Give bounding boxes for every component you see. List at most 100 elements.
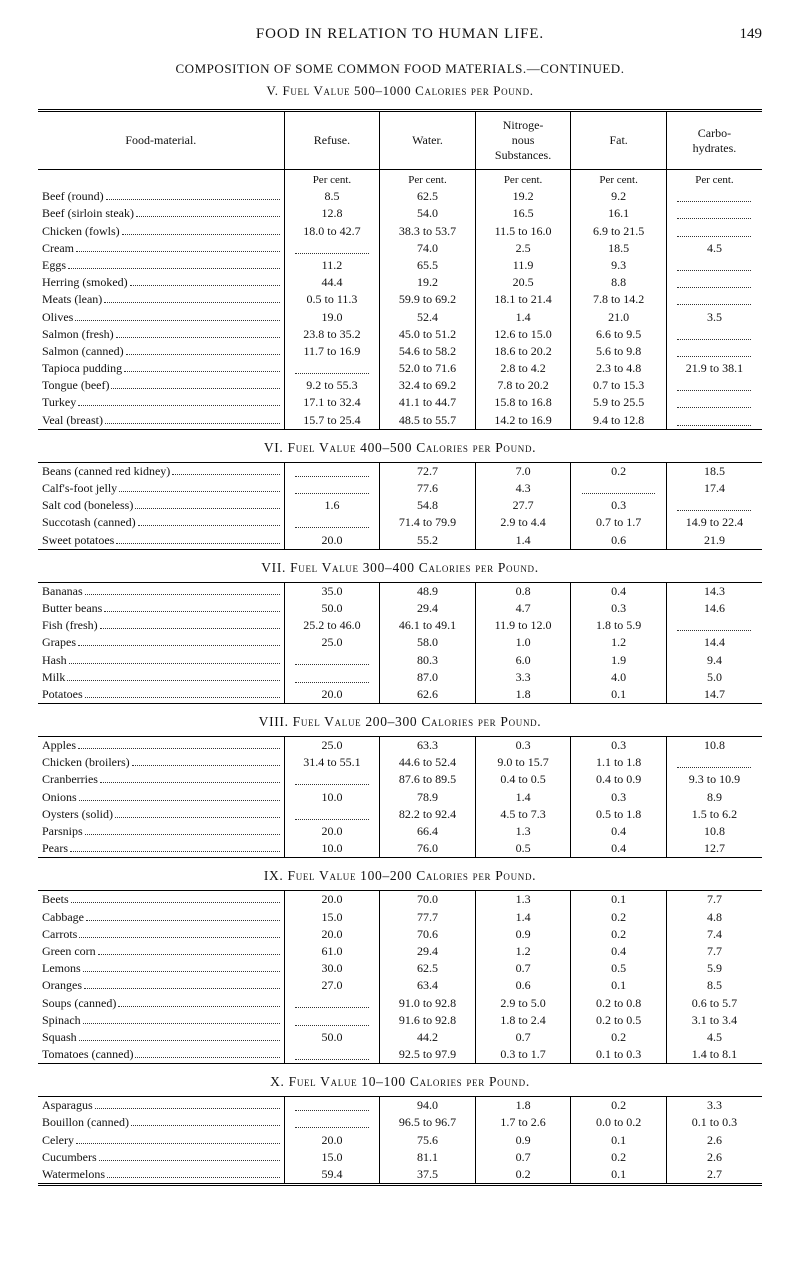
cell-nitro: 1.4 (475, 531, 571, 549)
cell-water: 76.0 (380, 840, 476, 858)
cell-refuse: 61.0 (284, 943, 380, 960)
food-name: Salmon (fresh) (38, 326, 284, 343)
cell-fat: 9.2 (571, 188, 667, 205)
table-row: Bouillon (canned)96.5 to 96.71.7 to 2.60… (38, 1114, 762, 1131)
table-row: Oysters (solid)82.2 to 92.44.5 to 7.30.5… (38, 806, 762, 823)
section-title: VII. Fuel Value 300–400 Calories per Pou… (38, 549, 762, 582)
table-row: Beef (sirloin steak)12.854.016.516.1 (38, 205, 762, 222)
cell-fat: 0.2 to 0.5 (571, 1012, 667, 1029)
cell-water: 38.3 to 53.7 (380, 222, 476, 239)
food-name: Soups (canned) (38, 994, 284, 1011)
cell-fat: 6.9 to 21.5 (571, 222, 667, 239)
cell-fat: 0.1 (571, 977, 667, 994)
cell-nitro: 4.5 to 7.3 (475, 806, 571, 823)
cell-refuse: 12.8 (284, 205, 380, 222)
cell-carbo (666, 257, 762, 274)
food-name: Beef (round) (38, 188, 284, 205)
cell-refuse: 25.0 (284, 634, 380, 651)
cell-fat: 0.4 (571, 840, 667, 858)
cell-water: 63.3 (380, 736, 476, 754)
cell-water: 54.6 to 58.2 (380, 343, 476, 360)
cell-nitro: 14.2 to 16.9 (475, 411, 571, 429)
cell-carbo: 7.4 (666, 926, 762, 943)
table-row: Turkey17.1 to 32.441.1 to 44.715.8 to 16… (38, 394, 762, 411)
table-row: Calf's-foot jelly77.64.317.4 (38, 480, 762, 497)
cell-fat: 5.6 to 9.8 (571, 343, 667, 360)
section-title: VI. Fuel Value 400–500 Calories per Poun… (38, 429, 762, 462)
cell-fat: 0.3 (571, 600, 667, 617)
cell-fat: 0.1 (571, 1131, 667, 1148)
cell-water: 70.0 (380, 891, 476, 909)
cell-water: 62.5 (380, 188, 476, 205)
food-name: Tomatoes (canned) (38, 1046, 284, 1064)
cell-refuse (284, 480, 380, 497)
cell-fat: 0.7 to 15.3 (571, 377, 667, 394)
cell-refuse (284, 514, 380, 531)
food-name: Carrots (38, 926, 284, 943)
cell-water: 46.1 to 49.1 (380, 617, 476, 634)
cell-fat: 0.4 (571, 582, 667, 600)
cell-refuse (284, 240, 380, 257)
cell-water: 74.0 (380, 240, 476, 257)
cell-nitro: 7.0 (475, 462, 571, 480)
food-name: Asparagus (38, 1097, 284, 1115)
table-row: Asparagus94.01.80.23.3 (38, 1097, 762, 1115)
cell-fat: 0.2 (571, 908, 667, 925)
food-name: Milk (38, 669, 284, 686)
cell-carbo (666, 617, 762, 634)
cell-nitro: 2.5 (475, 240, 571, 257)
food-name: Celery (38, 1131, 284, 1148)
table-row: Chicken (fowls)18.0 to 42.738.3 to 53.71… (38, 222, 762, 239)
cell-refuse (284, 462, 380, 480)
food-name: Meats (lean) (38, 291, 284, 308)
cell-nitro: 1.8 (475, 1097, 571, 1115)
cell-fat: 1.2 (571, 634, 667, 651)
cell-fat: 0.0 to 0.2 (571, 1114, 667, 1131)
cell-refuse: 44.4 (284, 274, 380, 291)
cell-nitro: 2.9 to 5.0 (475, 994, 571, 1011)
cell-nitro: 16.5 (475, 205, 571, 222)
cell-water: 54.8 (380, 497, 476, 514)
table-row: Tomatoes (canned)92.5 to 97.90.3 to 1.70… (38, 1046, 762, 1064)
cell-carbo: 4.5 (666, 1029, 762, 1046)
cell-fat: 0.5 to 1.8 (571, 806, 667, 823)
cell-nitro: 0.4 to 0.5 (475, 771, 571, 788)
cell-fat: 0.2 (571, 1149, 667, 1166)
cell-water: 78.9 (380, 788, 476, 805)
cell-fat: 0.2 (571, 462, 667, 480)
col-name: Food-material. (38, 111, 284, 170)
cell-carbo (666, 377, 762, 394)
food-name: Bananas (38, 582, 284, 600)
table-row: Carrots20.070.60.90.27.4 (38, 926, 762, 943)
cell-carbo: 2.6 (666, 1131, 762, 1148)
cell-refuse: 35.0 (284, 582, 380, 600)
table-row: Tapioca pudding52.0 to 71.62.8 to 4.22.3… (38, 360, 762, 377)
cell-water: 32.4 to 69.2 (380, 377, 476, 394)
cell-nitro: 7.8 to 20.2 (475, 377, 571, 394)
cell-carbo: 10.8 (666, 736, 762, 754)
cell-refuse (284, 1114, 380, 1131)
food-name: Cranberries (38, 771, 284, 788)
page: FOOD IN RELATION TO HUMAN LIFE. 149 COMP… (0, 0, 800, 1220)
table-row: Salmon (canned)11.7 to 16.954.6 to 58.21… (38, 343, 762, 360)
cell-nitro: 1.0 (475, 634, 571, 651)
cell-nitro: 2.8 to 4.2 (475, 360, 571, 377)
cell-nitro: 0.7 (475, 1029, 571, 1046)
cell-water: 87.6 to 89.5 (380, 771, 476, 788)
cell-carbo: 5.0 (666, 669, 762, 686)
cell-nitro: 11.9 to 12.0 (475, 617, 571, 634)
food-name: Succotash (canned) (38, 514, 284, 531)
cell-water: 54.0 (380, 205, 476, 222)
caption-continued: COMPOSITION OF SOME COMMON FOOD MATERIAL… (38, 61, 762, 77)
cell-nitro: 1.4 (475, 908, 571, 925)
cell-nitro: 1.8 (475, 686, 571, 704)
cell-nitro: 18.6 to 20.2 (475, 343, 571, 360)
food-name: Tongue (beef) (38, 377, 284, 394)
col-water: Water. (380, 111, 476, 170)
food-name: Squash (38, 1029, 284, 1046)
cell-refuse: 50.0 (284, 600, 380, 617)
cell-nitro: 18.1 to 21.4 (475, 291, 571, 308)
table-row: Beans (canned red kidney)72.77.00.218.5 (38, 462, 762, 480)
cell-nitro: 0.3 to 1.7 (475, 1046, 571, 1064)
cell-refuse: 20.0 (284, 926, 380, 943)
